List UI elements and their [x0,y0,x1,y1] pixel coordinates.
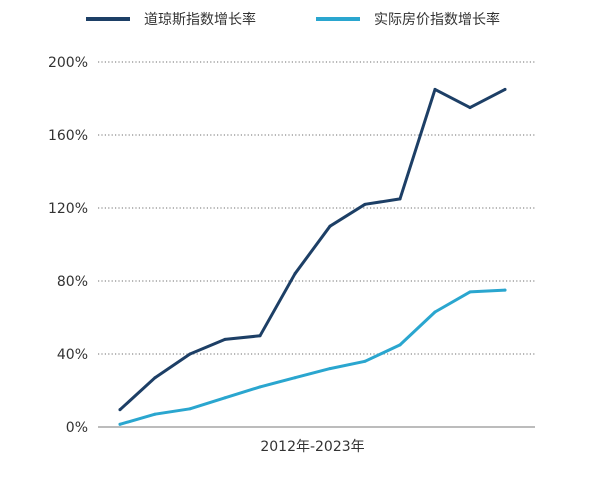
data-point [118,408,122,412]
y-axis-ticks: 0% 40% 80% 120% 160% 200% [48,55,88,436]
data-point [153,376,157,380]
y-tick-label: 80% [57,274,88,290]
y-tick-label: 0% [66,420,88,436]
y-tick-label: 160% [48,128,88,144]
data-point [503,87,507,91]
series-layer [118,87,507,426]
y-tick-label: 200% [48,55,88,71]
y-tick-label: 120% [48,201,88,217]
data-point [328,224,332,228]
data-point [258,385,262,389]
data-point [118,422,122,426]
data-point [468,106,472,110]
data-point [398,343,402,347]
data-point [503,288,507,292]
legend: 道琼斯指数增长率 实际房价指数增长率 [86,11,500,28]
data-point [188,407,192,411]
data-point [468,290,472,294]
data-point [188,352,192,356]
data-point [258,334,262,338]
data-point [153,412,157,416]
y-tick-label: 40% [57,347,88,363]
series-line-1 [118,87,507,412]
legend-label: 实际房价指数增长率 [374,11,500,28]
data-point [363,359,367,363]
series-line-2 [118,288,507,426]
data-point [433,87,437,91]
grid-lines [98,61,535,355]
x-axis-label: 2012年-2023年 [260,439,364,455]
data-point [223,337,227,341]
data-point [433,310,437,314]
data-point [293,376,297,380]
data-point [223,396,227,400]
data-point [293,272,297,276]
data-point [398,197,402,201]
legend-label: 道琼斯指数增长率 [144,11,256,28]
data-point [363,202,367,206]
data-point [328,367,332,371]
